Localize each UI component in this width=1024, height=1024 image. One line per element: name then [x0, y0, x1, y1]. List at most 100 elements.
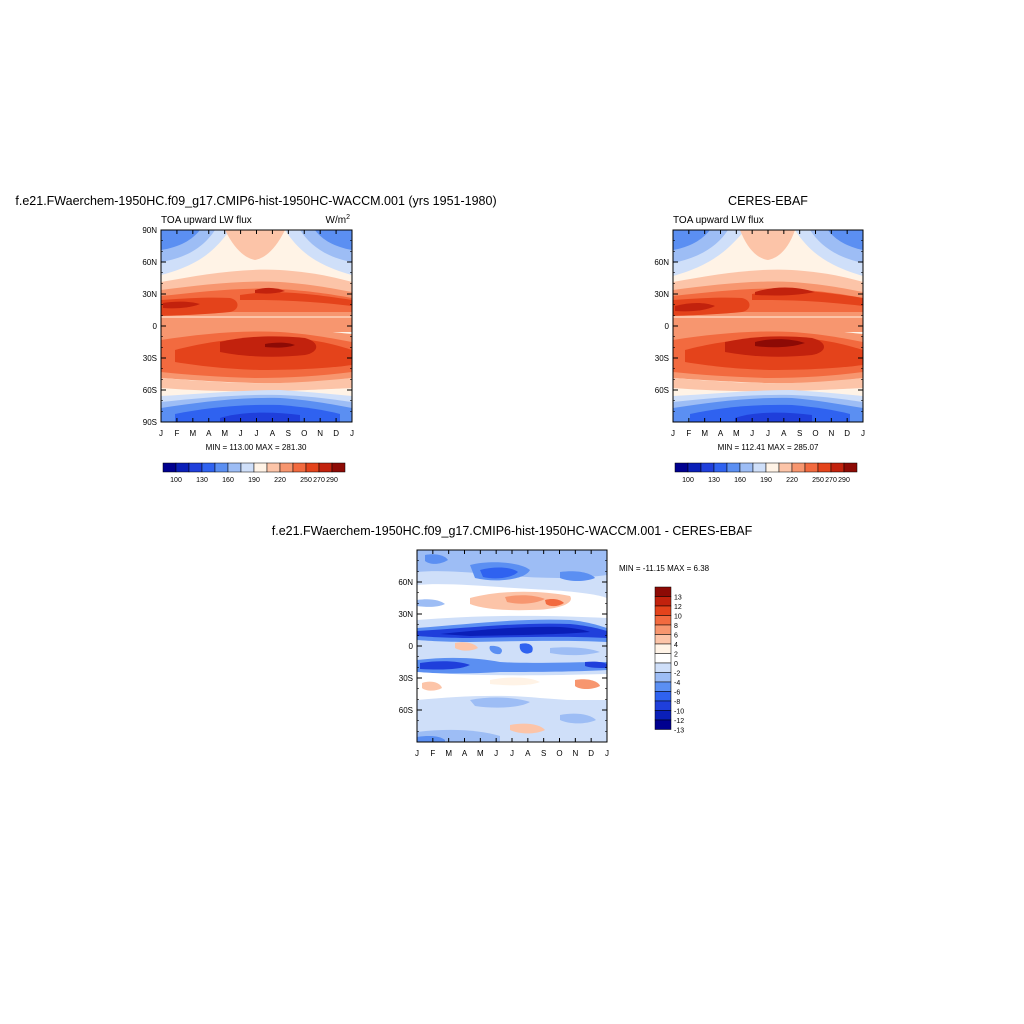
colorbar-swatch — [292, 462, 307, 473]
colorbar-swatch — [654, 681, 672, 692]
x-tick-label: J — [494, 749, 498, 758]
colorbar-swatch — [654, 624, 672, 635]
colorbar-label: 190 — [760, 477, 772, 484]
colorbar-label: 100 — [170, 477, 182, 484]
diff-contour-field — [417, 550, 607, 742]
colorbar-label: 250 — [300, 477, 312, 484]
obs-variable-label: TOA upward LW flux — [673, 215, 764, 226]
colorbar-swatch — [654, 700, 672, 711]
x-tick-label: N — [572, 749, 578, 758]
model-variable-label: TOA upward LW flux — [161, 215, 252, 226]
x-tick-label: F — [174, 429, 179, 438]
colorbar-swatch — [175, 462, 190, 473]
colorbar-swatch — [240, 462, 255, 473]
colorbar-swatch — [765, 462, 780, 473]
colorbar-swatch — [654, 710, 672, 721]
x-tick-label: A — [206, 429, 212, 438]
colorbar-swatch — [654, 596, 672, 607]
colorbar-label: 160 — [222, 477, 234, 484]
obs-title: CERES-EBAF — [728, 194, 808, 208]
colorbar-label: -10 — [674, 709, 684, 716]
colorbar-label: 250 — [812, 477, 824, 484]
x-tick-label: M — [221, 429, 228, 438]
x-tick-label: A — [718, 429, 724, 438]
colorbar-label: 290 — [326, 477, 338, 484]
colorbar-swatch — [752, 462, 767, 473]
colorbar-swatch — [817, 462, 832, 473]
x-tick-label: J — [510, 749, 514, 758]
model-panel: f.e21.FWaerchem-1950HC.f09_g17.CMIP6-his… — [15, 194, 496, 484]
x-tick-label: M — [445, 749, 452, 758]
obs-y-axis: 60N 30N 0 30S 60S — [654, 240, 863, 412]
x-tick-label: N — [828, 429, 834, 438]
x-tick-label: M — [189, 429, 196, 438]
obs-contour-field — [673, 230, 863, 422]
colorbar-swatch — [739, 462, 754, 473]
y-tick-label: 60S — [655, 386, 669, 395]
y-tick-label: 30N — [398, 610, 413, 619]
colorbar-swatch — [804, 462, 819, 473]
colorbar-swatch — [674, 462, 689, 473]
colorbar-swatch — [654, 586, 672, 597]
colorbar-swatch — [726, 462, 741, 473]
colorbar-swatch — [162, 462, 177, 473]
colorbar-label: 130 — [708, 477, 720, 484]
y-tick-label: 0 — [665, 322, 670, 331]
x-tick-label: D — [333, 429, 339, 438]
colorbar-label: -6 — [674, 690, 680, 697]
colorbar-label: 10 — [674, 614, 682, 621]
y-tick-label: 0 — [409, 642, 414, 651]
colorbar-swatch — [279, 462, 294, 473]
colorbar-swatch — [843, 462, 858, 473]
x-tick-label: J — [861, 429, 865, 438]
x-tick-label: J — [605, 749, 609, 758]
x-tick-label: F — [430, 749, 435, 758]
colorbar-label: 2 — [674, 652, 678, 659]
colorbar-label: -12 — [674, 718, 684, 725]
colorbar-label: 6 — [674, 633, 678, 640]
y-tick-label: 30N — [654, 290, 669, 299]
colorbar-swatch — [830, 462, 845, 473]
y-tick-label: 60N — [398, 578, 413, 587]
y-tick-label: 90N — [142, 226, 157, 235]
diff-title: f.e21.FWaerchem-1950HC.f09_g17.CMIP6-his… — [272, 524, 753, 538]
colorbar-label: -8 — [674, 699, 680, 706]
colorbar-swatch — [654, 672, 672, 683]
diff-minmax-label: MIN = -11.15 MAX = 6.38 — [619, 564, 710, 573]
colorbar-label: 130 — [196, 477, 208, 484]
model-title: f.e21.FWaerchem-1950HC.f09_g17.CMIP6-his… — [15, 194, 496, 208]
colorbar-label: 290 — [838, 477, 850, 484]
x-tick-label: S — [797, 429, 802, 438]
colorbar-label: -13 — [674, 728, 684, 735]
colorbar-swatch — [654, 653, 672, 664]
colorbar-swatch — [331, 462, 346, 473]
x-tick-label: A — [781, 429, 787, 438]
model-colorbar: 100 130 160 190 220 250 270 290 — [162, 462, 346, 484]
colorbar-label: 270 — [825, 477, 837, 484]
colorbar-swatch — [778, 462, 793, 473]
colorbar-swatch — [214, 462, 229, 473]
model-minmax-label: MIN = 113.00 MAX = 281.30 — [206, 443, 307, 452]
colorbar-swatch — [201, 462, 216, 473]
colorbar-label: 270 — [313, 477, 325, 484]
x-tick-label: J — [255, 429, 259, 438]
y-tick-label: 30S — [655, 354, 669, 363]
x-tick-label: O — [301, 429, 307, 438]
x-tick-label: A — [525, 749, 531, 758]
model-units-label: W/m2 — [326, 214, 351, 226]
colorbar-label: -4 — [674, 680, 680, 687]
y-tick-label: 60N — [654, 258, 669, 267]
x-tick-label: O — [812, 429, 818, 438]
colorbar-label: -2 — [674, 671, 680, 678]
colorbar-label: 13 — [674, 595, 682, 602]
x-tick-label: M — [733, 429, 740, 438]
x-tick-label: O — [556, 749, 562, 758]
colorbar-swatch — [253, 462, 268, 473]
diff-y-axis: 60N 30N 0 30S 60S — [398, 560, 607, 732]
x-tick-label: J — [750, 429, 754, 438]
x-tick-label: A — [462, 749, 468, 758]
x-tick-label: D — [588, 749, 594, 758]
colorbar-swatch — [266, 462, 281, 473]
